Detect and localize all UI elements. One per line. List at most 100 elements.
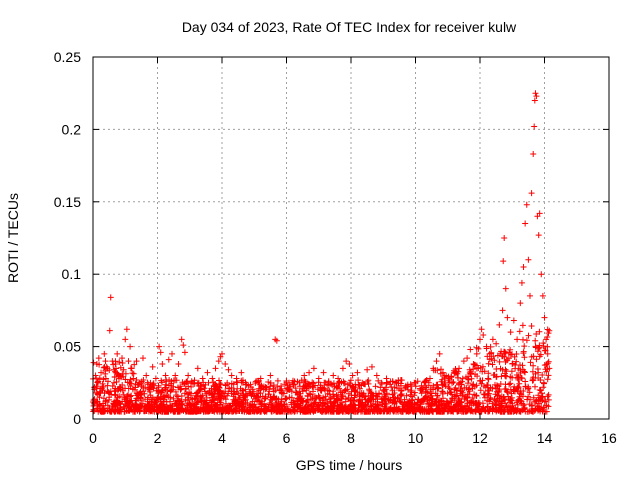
- data-point: [531, 97, 538, 104]
- data-point: [532, 90, 539, 97]
- data-point: [460, 358, 467, 365]
- data-point: [257, 375, 264, 382]
- data-point: [501, 235, 508, 241]
- data-point: [533, 93, 540, 100]
- data-point: [427, 375, 434, 382]
- data-point: [470, 360, 477, 367]
- data-point: [388, 384, 395, 391]
- data-point: [443, 372, 450, 379]
- y-tick-label: 0.1: [62, 266, 82, 282]
- data-point: [157, 349, 164, 356]
- x-tick-label: 0: [89, 430, 97, 446]
- x-tick-label: 4: [218, 430, 226, 446]
- data-point: [422, 384, 429, 391]
- data-point: [123, 326, 130, 333]
- data-point: [525, 256, 532, 263]
- data-point: [185, 372, 192, 379]
- data-point: [102, 375, 109, 382]
- data-point: [152, 375, 159, 382]
- x-tick-label: 10: [408, 430, 424, 446]
- x-tick-label: 12: [472, 430, 488, 446]
- data-point: [315, 375, 322, 382]
- data-point: [383, 375, 390, 382]
- data-point: [320, 369, 327, 376]
- data-point: [451, 369, 458, 376]
- data-point: [335, 375, 342, 382]
- data-point: [330, 372, 337, 379]
- data-point: [93, 360, 100, 367]
- axes: 0 2 4 6 8 10 12 14 16 0 0.05 0.1 0.15 0.2 0.25: [54, 49, 617, 446]
- chart-title: Day 034 of 2023, Rate Of TEC Index for r…: [182, 19, 517, 35]
- data-point: [478, 326, 485, 333]
- data-point: [483, 343, 490, 350]
- data-point: [104, 365, 111, 372]
- data-point: [531, 123, 538, 130]
- data-point: [439, 369, 446, 376]
- data-point: [526, 292, 533, 299]
- data-point: [130, 375, 137, 382]
- data-point: [204, 369, 211, 376]
- data-point: [92, 372, 99, 379]
- data-point: [189, 379, 196, 386]
- data-point: [175, 360, 182, 367]
- data-point: [199, 375, 206, 382]
- data-point: [517, 300, 524, 307]
- data-point: [225, 366, 232, 373]
- data-point: [504, 314, 511, 321]
- data-point: [499, 307, 506, 314]
- data-point: [209, 375, 216, 382]
- data-point: [109, 358, 116, 365]
- data-point: [125, 358, 132, 365]
- data-point: [523, 201, 530, 208]
- data-point: [538, 271, 545, 278]
- data-point: [539, 292, 546, 299]
- data-point: [310, 365, 317, 372]
- data-point: [143, 372, 150, 379]
- data-point: [120, 366, 127, 373]
- data-point: [349, 372, 356, 379]
- data-point: [339, 365, 346, 372]
- data-point: [101, 350, 108, 357]
- data-point: [535, 232, 542, 239]
- data-point: [520, 263, 527, 270]
- x-tick-label: 16: [601, 430, 617, 446]
- data-point: [368, 363, 375, 370]
- data-point: [98, 369, 105, 376]
- data-point: [281, 381, 288, 388]
- data-point: [94, 379, 101, 386]
- data-point: [536, 210, 543, 217]
- data-point: [433, 358, 440, 365]
- data-point: [489, 336, 496, 343]
- data-point: [500, 258, 507, 265]
- data-point: [181, 349, 188, 356]
- data-point: [430, 365, 437, 372]
- data-point: [301, 372, 308, 379]
- data-point: [243, 381, 250, 388]
- data-point: [417, 387, 424, 394]
- data-point: [402, 384, 409, 391]
- data-point: [486, 350, 493, 357]
- data-point: [93, 389, 100, 396]
- data-point: [112, 360, 119, 367]
- data-point: [467, 346, 474, 353]
- data-point: [397, 387, 404, 394]
- data-point: [96, 394, 103, 401]
- data-point: [544, 350, 551, 357]
- data-point: [477, 336, 483, 343]
- data-point: [238, 369, 245, 376]
- data-point: [178, 336, 185, 343]
- data-point: [136, 379, 143, 386]
- data-point: [194, 365, 201, 372]
- y-tick-label: 0.15: [54, 194, 81, 210]
- data-point: [159, 360, 166, 367]
- data-point: [456, 365, 463, 372]
- x-axis-label: GPS time / hours: [296, 457, 403, 473]
- data-point: [119, 355, 126, 362]
- data-point: [262, 384, 269, 391]
- data-point: [306, 369, 313, 376]
- data-point: [514, 336, 521, 343]
- data-point: [180, 342, 187, 349]
- data-point: [354, 369, 361, 376]
- data-point: [393, 379, 400, 386]
